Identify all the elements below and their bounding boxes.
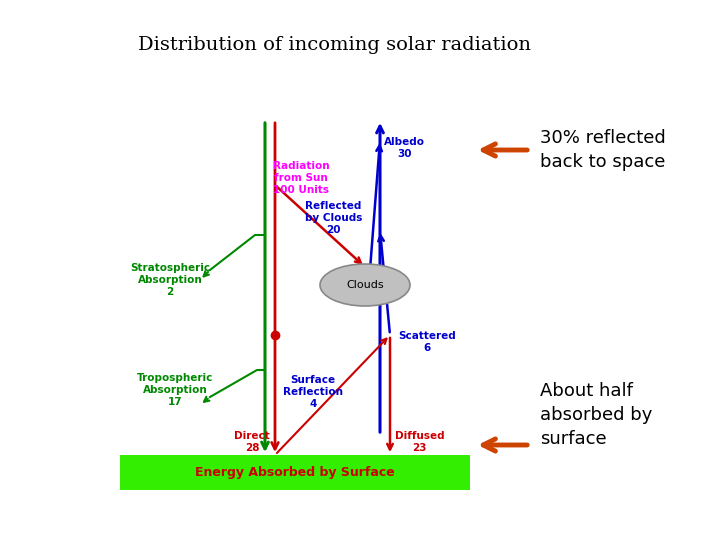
Text: Energy Absorbed by Surface: Energy Absorbed by Surface bbox=[195, 466, 395, 479]
Text: Tropospheric
Absorption
17: Tropospheric Absorption 17 bbox=[137, 373, 213, 407]
Text: Direct
28: Direct 28 bbox=[234, 431, 270, 453]
Text: About half
absorbed by
surface: About half absorbed by surface bbox=[540, 382, 652, 448]
Ellipse shape bbox=[320, 264, 410, 306]
Text: 30% reflected
back to space: 30% reflected back to space bbox=[540, 129, 666, 171]
Text: Diffused
23: Diffused 23 bbox=[395, 431, 445, 453]
Text: Stratospheric
Absorption
2: Stratospheric Absorption 2 bbox=[130, 262, 210, 298]
Text: Reflected
by Clouds
20: Reflected by Clouds 20 bbox=[305, 200, 362, 235]
Bar bbox=[120, 455, 470, 490]
Text: Distribution of incoming solar radiation: Distribution of incoming solar radiation bbox=[138, 36, 531, 54]
Text: Radiation
from Sun
100 Units: Radiation from Sun 100 Units bbox=[273, 160, 330, 195]
Text: Albedo
30: Albedo 30 bbox=[384, 137, 425, 159]
Text: Clouds: Clouds bbox=[346, 280, 384, 290]
Text: Surface
Reflection
4: Surface Reflection 4 bbox=[283, 375, 343, 409]
Text: Scattered
6: Scattered 6 bbox=[398, 331, 456, 353]
